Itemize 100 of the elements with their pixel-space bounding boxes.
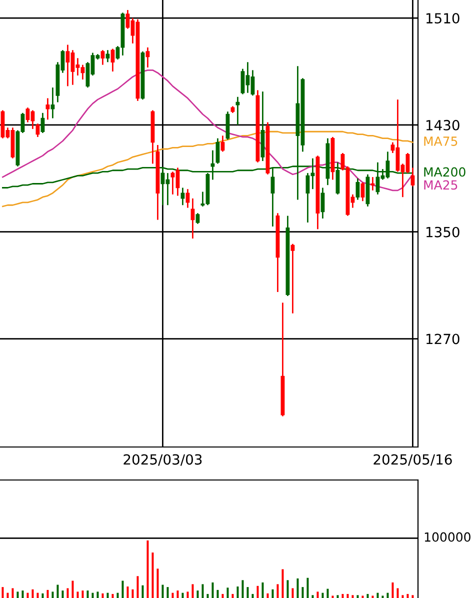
bar xyxy=(96,592,99,598)
candlestick xyxy=(46,98,50,120)
bar xyxy=(166,587,169,598)
y-tick-label: 1510 xyxy=(426,13,460,24)
bar xyxy=(52,592,54,598)
bar xyxy=(302,587,304,598)
bar xyxy=(412,595,414,598)
bar xyxy=(336,595,339,598)
bar xyxy=(316,592,319,598)
y-tick-label: 1430 xyxy=(426,120,460,130)
bar xyxy=(122,580,124,598)
bar xyxy=(146,540,149,598)
bar xyxy=(272,589,274,598)
bar xyxy=(242,580,244,598)
bar xyxy=(36,592,39,598)
bar xyxy=(212,582,214,598)
bar xyxy=(142,585,144,598)
bar xyxy=(152,552,154,598)
candlestick xyxy=(186,188,190,208)
bar xyxy=(26,592,29,598)
bar xyxy=(346,594,349,598)
bar xyxy=(356,595,359,598)
bar xyxy=(182,592,184,598)
series-label: MA25 xyxy=(424,180,458,190)
bar xyxy=(116,592,119,598)
series-label: MA75 xyxy=(424,136,458,146)
candlestick xyxy=(146,46,150,68)
bar xyxy=(262,582,264,598)
bar xyxy=(282,569,284,598)
candlestick xyxy=(180,187,185,206)
bar xyxy=(172,592,174,598)
bar xyxy=(296,578,299,598)
bar xyxy=(32,589,34,598)
bar xyxy=(86,590,89,598)
bar xyxy=(106,592,109,598)
bar xyxy=(76,592,79,598)
y-tick-label: 1270 xyxy=(426,334,460,344)
bar xyxy=(256,586,259,598)
bar xyxy=(276,584,279,598)
bar xyxy=(326,588,329,598)
bar xyxy=(62,590,64,598)
bar xyxy=(92,592,94,598)
bar xyxy=(232,594,234,598)
bar xyxy=(186,592,189,598)
bar xyxy=(16,592,19,598)
candlestick xyxy=(360,182,365,202)
bar xyxy=(22,590,24,598)
bar xyxy=(192,584,194,598)
bar xyxy=(386,592,389,598)
bar xyxy=(42,593,44,598)
bar xyxy=(196,590,199,598)
bar xyxy=(392,582,394,598)
bar xyxy=(246,587,249,598)
bar xyxy=(112,594,114,598)
candlestick xyxy=(40,112,45,134)
line-series xyxy=(2,130,414,208)
candlestick xyxy=(290,243,295,314)
bar xyxy=(236,586,239,598)
candlestick xyxy=(356,178,360,200)
bar xyxy=(376,592,379,598)
bar xyxy=(162,584,164,598)
bar xyxy=(266,593,269,598)
bar xyxy=(12,588,14,598)
bar xyxy=(202,584,204,598)
bar xyxy=(402,595,404,598)
y-tick-label: 1350 xyxy=(426,226,460,238)
candlestick xyxy=(370,176,375,192)
candlestick xyxy=(50,86,55,119)
bar xyxy=(132,589,134,598)
bar xyxy=(216,590,219,598)
bar xyxy=(252,594,254,598)
bar xyxy=(206,594,209,598)
candlestick xyxy=(100,49,105,66)
bar xyxy=(82,590,84,598)
bar xyxy=(352,595,354,598)
bar xyxy=(286,580,289,598)
bar xyxy=(322,592,324,598)
x-tick-label: 2025/03/03 xyxy=(124,454,202,466)
bar xyxy=(306,578,309,598)
x-tick-label: 2025/05/16 xyxy=(374,454,452,466)
candlestick xyxy=(36,122,40,138)
text: 100000 xyxy=(424,532,470,542)
bar xyxy=(366,594,369,598)
bar xyxy=(406,594,409,598)
bar xyxy=(312,595,314,598)
candlestick xyxy=(410,167,415,188)
bar xyxy=(226,588,229,598)
bar xyxy=(102,593,104,598)
bar xyxy=(66,588,69,598)
bar xyxy=(292,588,294,598)
series-label: MA200 xyxy=(424,167,466,177)
bar xyxy=(136,576,139,598)
bar xyxy=(46,590,49,598)
bar xyxy=(72,580,74,598)
bar xyxy=(396,588,399,598)
bar xyxy=(156,568,159,598)
candlestick xyxy=(196,212,200,225)
bar xyxy=(222,594,224,598)
bar xyxy=(176,590,179,598)
bar xyxy=(56,584,59,598)
